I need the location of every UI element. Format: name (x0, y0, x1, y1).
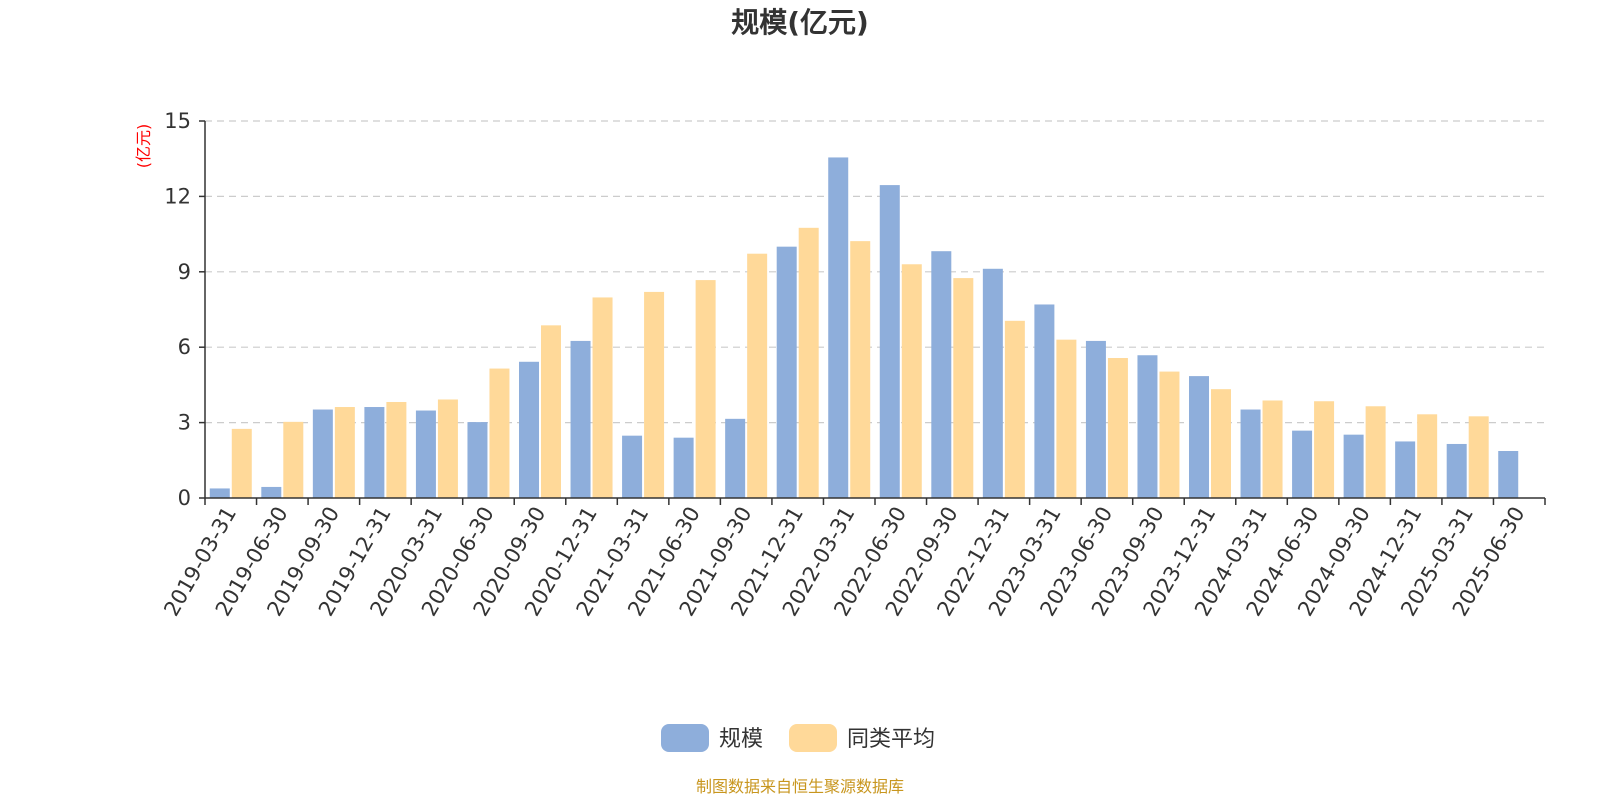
grid-lines (205, 120, 1545, 424)
bar-scale (1085, 340, 1106, 498)
bar-peer-average (850, 241, 871, 498)
bar-peer-average (644, 291, 665, 498)
bar-peer-average (1211, 389, 1231, 498)
bar-scale (673, 437, 694, 498)
bar-scale (1189, 376, 1209, 498)
bar-scale (261, 486, 282, 498)
bar-peer-average (1417, 414, 1438, 498)
bar-peer-average (437, 399, 458, 498)
bar-peer-average (695, 280, 716, 498)
bar-scale (1034, 304, 1055, 498)
bar-scale (209, 488, 230, 498)
y-tick-label: 6 (178, 335, 191, 359)
bar-scale (1292, 430, 1313, 498)
bar-peer-average (1107, 358, 1128, 498)
y-tick-label: 0 (178, 486, 191, 510)
bar-scale (467, 422, 488, 498)
bar-peer-average (489, 368, 510, 498)
y-tick-label: 15 (164, 109, 191, 133)
bars-group (209, 157, 1519, 499)
bar-peer-average (1056, 339, 1077, 498)
bar-peer-average (1314, 401, 1335, 498)
bar-scale (776, 246, 797, 498)
source-note: 制图数据来自恒生聚源数据库 (696, 777, 904, 796)
legend-label: 同类平均 (847, 727, 935, 752)
bar-peer-average (953, 278, 974, 498)
bar-scale (312, 409, 333, 498)
bar-peer-average (1365, 406, 1386, 498)
bar-scale (1137, 355, 1158, 498)
bar-scale (1240, 409, 1261, 498)
bar-peer-average (1004, 320, 1025, 498)
bar-scale (931, 251, 952, 498)
legend-swatch (661, 724, 709, 752)
bar-peer-average (283, 421, 304, 498)
bar-peer-average (1159, 371, 1180, 498)
bar-scale (570, 340, 591, 498)
chart-title: 规模(亿元) (731, 6, 869, 39)
legend: 规模 同类平均 (661, 724, 935, 752)
bar-peer-average (798, 227, 819, 499)
bar-scale (879, 185, 900, 498)
y-ticks: 0 3 6 9 12 15 (164, 109, 205, 510)
bar-scale (1343, 434, 1364, 498)
x-ticks: 2019-03-312019-06-302019-09-302019-12-31… (159, 498, 1546, 620)
bar-scale (415, 410, 436, 498)
bar-peer-average (1262, 400, 1283, 498)
bar-peer-average (592, 297, 613, 498)
bar-peer-average (541, 325, 561, 498)
bar-scale (364, 407, 385, 498)
bar-scale (1498, 451, 1519, 498)
bar-scale (1395, 441, 1416, 498)
legend-swatch (789, 724, 837, 752)
bar-peer-average (747, 253, 768, 498)
y-tick-label: 9 (178, 260, 191, 284)
bar-scale (1446, 443, 1467, 498)
bar-scale (519, 361, 539, 498)
bar-peer-average (231, 428, 252, 498)
bar-peer-average (1468, 416, 1489, 498)
bar-scale (622, 435, 643, 498)
bar-scale (828, 157, 849, 498)
bar-peer-average (901, 264, 922, 498)
y-axis-label: (亿元) (134, 124, 153, 169)
y-tick-label: 3 (178, 411, 191, 435)
bar-scale (982, 268, 1003, 498)
bar-scale (725, 418, 746, 498)
legend-label: 规模 (719, 727, 763, 752)
bar-peer-average (334, 407, 355, 498)
bar-peer-average (386, 401, 407, 498)
y-tick-label: 12 (164, 184, 191, 208)
